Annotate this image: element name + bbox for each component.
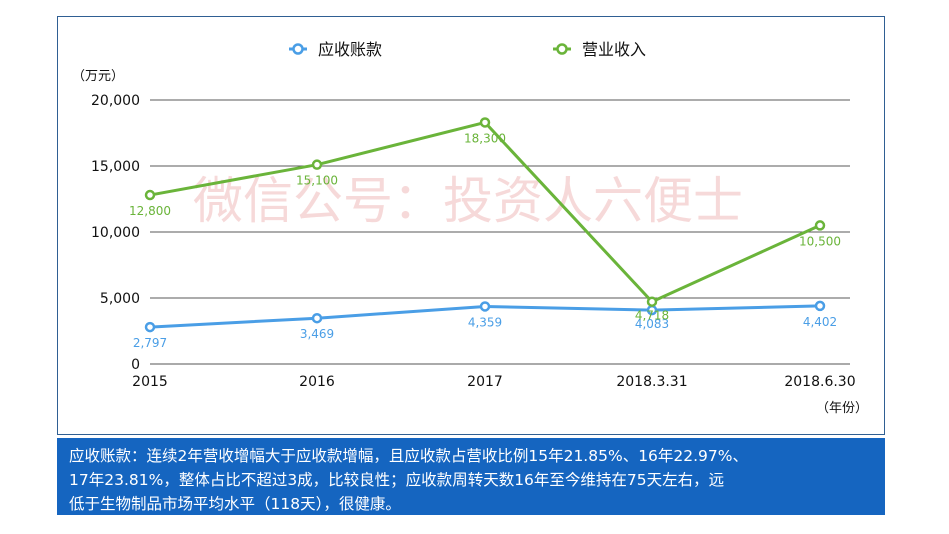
y-tick-label: 0: [131, 357, 140, 373]
x-axis-ticks: 2015 2016 2017 2018.3.31 2018.6.30: [132, 374, 855, 390]
data-label: 4,083: [635, 317, 669, 331]
y-tick-label: 20,000: [91, 93, 140, 109]
data-label: 4,359: [468, 315, 502, 329]
data-label: 2,797: [133, 336, 167, 350]
y-tick-label: 15,000: [91, 159, 140, 175]
gridlines: [150, 99, 850, 365]
chart-frame: [57, 16, 885, 435]
x-axis-unit: （年份）: [816, 401, 868, 416]
data-point: [144, 189, 156, 201]
y-axis-unit: （万元）: [72, 69, 124, 84]
data-point: [144, 321, 156, 333]
data-point: [479, 301, 491, 312]
data-point: [814, 300, 826, 312]
data-label: 10,500: [799, 234, 841, 248]
data-point: [479, 117, 491, 128]
series-layer: 2,797 3,469 4,359 4,083 4,402 12,800 15,100 18,…: [129, 117, 841, 350]
data-point: [311, 312, 323, 324]
y-tick-label: 10,000: [91, 225, 140, 241]
data-label: 4,402: [803, 315, 837, 329]
x-tick-label: 2015: [132, 374, 168, 390]
note-line-3: 低于生物制品市场平均水平（118天），很健康。: [69, 495, 401, 513]
data-label: 3,469: [300, 327, 334, 341]
x-tick-label: 2018.6.30: [784, 374, 855, 390]
x-tick-label: 2017: [467, 374, 503, 390]
legend-marker: [292, 43, 304, 55]
note-line-1: 应收账款：连续2年营收增幅大于应收款增幅，且应收款占营收比例15年21.85%、…: [69, 447, 749, 465]
data-label: 15,100: [296, 174, 338, 188]
watermark-text: 微信公号：投资人六便士: [193, 172, 743, 230]
data-label: 18,300: [464, 131, 506, 145]
x-tick-label: 2016: [299, 374, 335, 390]
legend: 应收账款 营业收入: [289, 40, 646, 59]
data-point: [646, 296, 658, 307]
data-label: 4,718: [635, 309, 669, 323]
y-tick-label: 5,000: [100, 291, 140, 307]
y-axis-ticks: 0 5,000 10,000 15,000 20,000: [91, 93, 140, 373]
legend-marker: [556, 43, 568, 55]
legend-label: 营业收入: [582, 40, 646, 59]
data-point: [814, 220, 826, 231]
summary-note: 应收账款：连续2年营收增幅大于应收款增幅，且应收款占营收比例15年21.85%、…: [57, 438, 885, 515]
data-point: [311, 159, 323, 170]
data-label: 12,800: [129, 204, 171, 218]
legend-label: 应收账款: [318, 40, 382, 59]
note-line-2: 17年23.81%，整体占比不超过3成，比较良性；应收款周转天数16年至今维持在…: [69, 471, 725, 489]
x-tick-label: 2018.3.31: [616, 374, 687, 390]
